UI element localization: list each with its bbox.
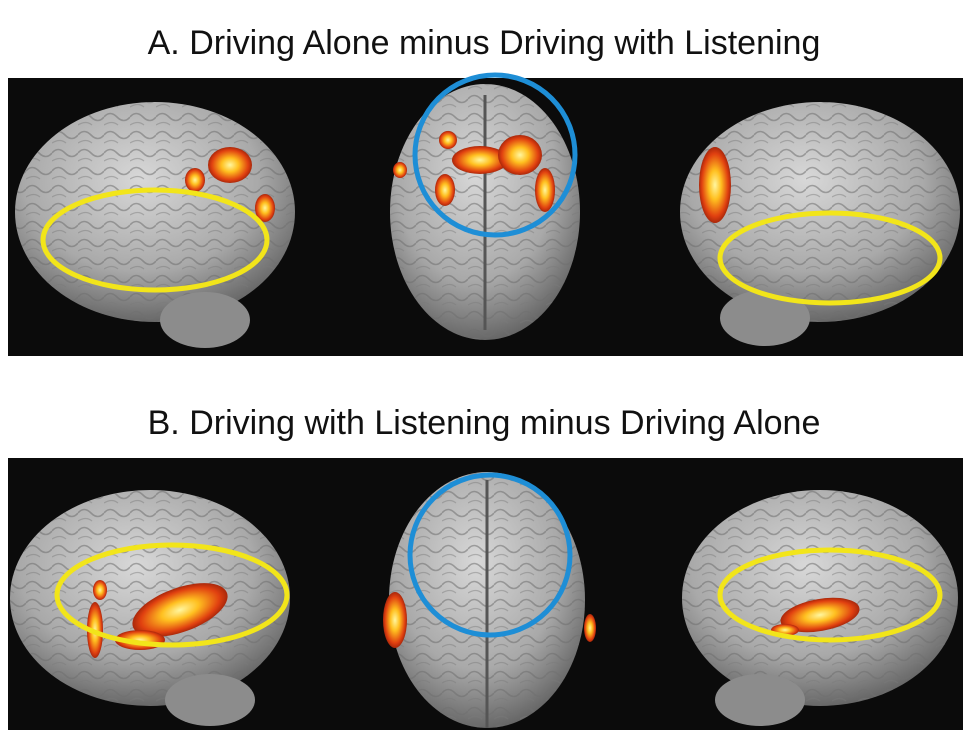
panel-title: A. Driving Alone minus Driving with List…	[148, 24, 821, 62]
highlight-ellipse	[717, 547, 943, 643]
activation	[87, 580, 860, 658]
brain-right-b	[682, 490, 958, 726]
highlight-circle	[407, 472, 573, 638]
highlight-ellipse	[717, 210, 943, 306]
highlight-ellipse	[54, 542, 290, 648]
highlight-ellipse	[40, 187, 270, 293]
brain-left-b	[10, 490, 290, 726]
brain-middle-b	[389, 472, 585, 728]
highlight-circle	[412, 72, 578, 238]
activation	[185, 131, 731, 223]
panel-title: B. Driving with Listening minus Driving …	[148, 404, 821, 442]
